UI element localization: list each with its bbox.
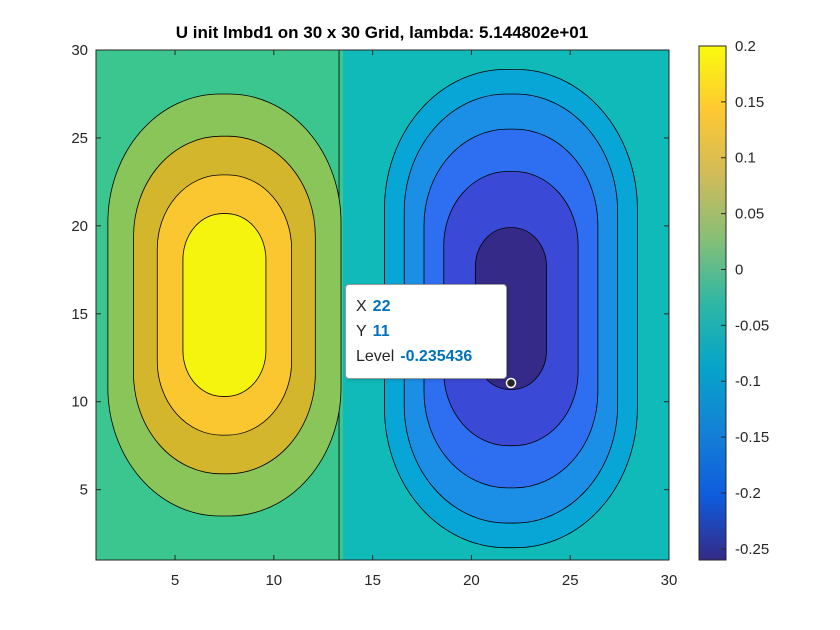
x-tick-label: 10	[265, 572, 282, 589]
datatip[interactable]: X 22 Y 11 Level -0.235436	[345, 284, 507, 379]
x-tick-label: 20	[463, 572, 480, 589]
colorbar-tick-label: -0.1	[735, 373, 761, 390]
colorbar-tick-label: 0.1	[735, 150, 756, 167]
y-tick-label: 30	[71, 42, 88, 59]
datatip-y-label: Y	[356, 323, 367, 340]
contour-ring-positive-4	[182, 213, 267, 397]
x-tick-label: 25	[562, 572, 579, 589]
colorbar: 0.2 0.15 0.1 0.05 0 -0.05 -0.1 -0.15 -0.2 -0.25	[698, 38, 769, 561]
colorbar-tick-label: 0.05	[735, 206, 764, 223]
y-tick-label: 5	[80, 482, 88, 499]
datatip-level-value: -0.235436	[400, 348, 473, 365]
axis-ticks: 5 10 15 20 25 30 5 10 15 20 25 30	[71, 42, 677, 589]
x-tick-label: 30	[661, 572, 678, 589]
contour-fill-layer	[96, 50, 669, 560]
y-tick-label: 20	[71, 218, 88, 235]
y-tick-label: 10	[71, 394, 88, 411]
datatip-level-label: Level	[356, 348, 395, 365]
datatip-y-value: 11	[372, 323, 390, 340]
colorbar-tick-label: -0.25	[735, 541, 769, 558]
datatip-x-value: 22	[372, 298, 391, 315]
y-tick-label: 15	[71, 306, 88, 323]
colorbar-tick-label: 0.15	[735, 94, 764, 111]
datatip-level-row: Level -0.235436	[356, 344, 506, 369]
colorbar-tick-label: -0.2	[735, 485, 761, 502]
colorbar-tick-label: 0	[735, 261, 743, 278]
datatip-marker[interactable]	[505, 377, 517, 389]
chart-title: U init lmbd1 on 30 x 30 Grid, lambda: 5.…	[176, 23, 588, 42]
colorbar-tick-label: -0.15	[735, 429, 769, 446]
colorbar-tick-label: 0.2	[735, 38, 756, 55]
y-tick-label: 25	[71, 130, 88, 147]
datatip-y-row: Y 11	[356, 319, 506, 344]
colorbar-tick-label: -0.05	[735, 317, 769, 334]
plot-area-frame	[95, 49, 670, 561]
x-tick-label: 5	[171, 572, 179, 589]
datatip-x-label: X	[356, 298, 367, 315]
datatip-x-row: X 22	[356, 294, 506, 319]
colorbar-gradient	[698, 45, 727, 561]
x-tick-label: 15	[364, 572, 381, 589]
